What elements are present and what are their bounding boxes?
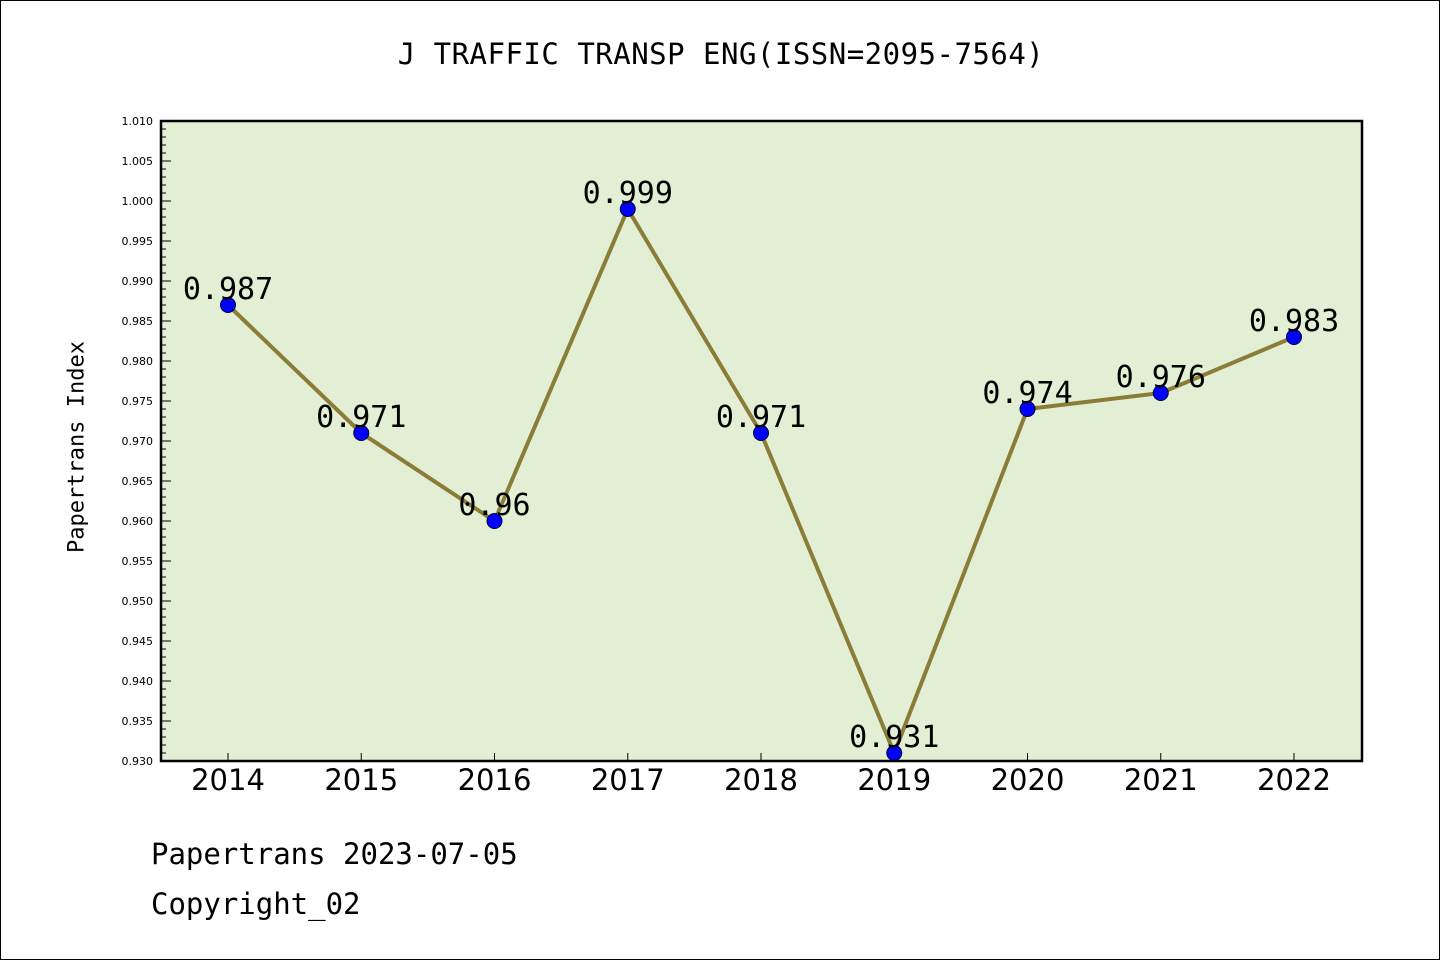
y-tick-label: 0.930	[122, 755, 154, 768]
y-tick-label: 0.960	[122, 515, 154, 528]
x-tick-label: 2019	[857, 763, 931, 797]
data-labels: 0.987 0.971 0.96 0.999 0.971 0.931 0.974 0.976 0…	[183, 176, 1339, 755]
data-label: 0.976	[1116, 360, 1206, 395]
data-point	[486, 513, 503, 529]
x-tick-label: 2016	[458, 763, 532, 797]
y-tick-label: 0.990	[122, 275, 154, 288]
data-label: 0.999	[583, 176, 673, 211]
y-tick-label: 0.955	[122, 555, 154, 568]
data-point	[220, 297, 236, 313]
data-point	[619, 201, 636, 217]
x-axis-ticks: 2014 2015 2016 2017 2018 2019 2020 2021 2022	[191, 753, 1331, 797]
data-label: 0.971	[716, 400, 806, 435]
x-tick-label: 2018	[724, 763, 798, 797]
x-tick-label: 2022	[1257, 763, 1331, 797]
y-tick-label: 0.950	[122, 595, 154, 608]
y-tick-label: 0.935	[122, 715, 154, 728]
data-label: 0.96	[458, 488, 530, 523]
y-tick-label: 1.000	[122, 195, 154, 208]
footer-date: Papertrans 2023-07-05	[151, 837, 518, 871]
data-label: 0.987	[183, 272, 273, 307]
data-point	[1286, 329, 1302, 345]
data-point	[1019, 401, 1036, 417]
y-tick-label: 0.980	[122, 355, 154, 368]
y-tick-label: 0.975	[122, 395, 154, 408]
y-tick-label: 0.995	[122, 235, 154, 248]
y-tick-label: 1.005	[122, 155, 154, 168]
data-label: 0.983	[1249, 304, 1339, 339]
data-point	[753, 425, 769, 441]
data-point	[353, 425, 370, 441]
y-tick-label: 0.985	[122, 315, 154, 328]
data-label: 0.931	[849, 720, 939, 755]
x-tick-label: 2017	[591, 763, 665, 797]
y-tick-label: 0.965	[122, 475, 154, 488]
data-label: 0.974	[982, 376, 1072, 411]
x-tick-label: 2015	[324, 763, 398, 797]
data-point	[1152, 385, 1169, 401]
y-tick-label: 0.940	[122, 675, 154, 688]
plot-area	[161, 121, 1362, 761]
y-axis-ticks: 0.930 0.935 0.940 0.945 0.950 0.955 0.960 0.965…	[122, 115, 171, 768]
chart-title: J TRAFFIC TRANSP ENG(ISSN=2095-7564)	[397, 37, 1045, 71]
plot-frame	[159, 119, 1364, 763]
y-tick-label: 0.970	[122, 435, 154, 448]
y-tick-label: 1.010	[122, 115, 154, 128]
data-label: 0.971	[316, 400, 406, 435]
x-tick-label: 2020	[991, 763, 1065, 797]
data-markers	[220, 201, 1302, 761]
x-tick-label: 2014	[191, 763, 265, 797]
y-tick-label: 0.945	[122, 635, 154, 648]
footer-copyright: Copyright_02	[151, 887, 361, 921]
x-tick-label: 2021	[1124, 763, 1198, 797]
